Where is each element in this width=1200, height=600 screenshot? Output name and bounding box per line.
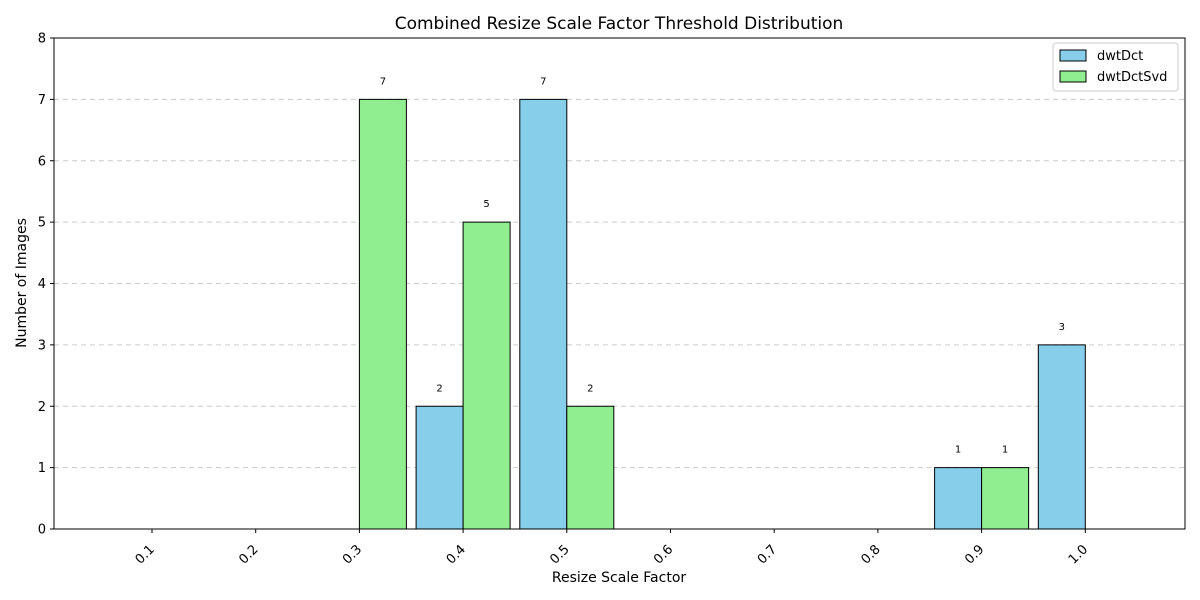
y-tick-label: 6 <box>38 154 46 169</box>
x-tick-label: 1.0 <box>1066 542 1091 567</box>
legend-label-dwtDctSvd: dwtDctSvd <box>1097 70 1167 85</box>
x-tick-label: 0.8 <box>858 542 883 567</box>
x-tick-label: 0.4 <box>444 542 469 567</box>
bar-dwtdctsvd-0-9 <box>981 467 1030 530</box>
bar-dwtdct-0-4 <box>415 405 464 530</box>
y-tick-label: 7 <box>38 93 46 108</box>
x-tick-label: 0.5 <box>547 542 572 567</box>
bars <box>358 98 1086 530</box>
data-label: 2 <box>436 383 442 394</box>
y-tick-label: 2 <box>38 400 46 415</box>
x-tick-label: 0.2 <box>236 542 261 567</box>
data-label: 7 <box>540 76 546 87</box>
y-axis-label: Number of Images <box>14 218 30 348</box>
y-tick-label: 0 <box>38 523 46 538</box>
y-tick-label: 4 <box>38 277 46 292</box>
data-label: 3 <box>1059 322 1065 333</box>
y-tick-label: 8 <box>38 32 46 47</box>
bar-dwtdctsvd-0-5 <box>566 405 615 530</box>
bar-dwtdct-1-0 <box>1037 344 1086 530</box>
data-label: 2 <box>587 383 593 394</box>
x-tick-label: 0.7 <box>755 542 780 567</box>
bar-dwtdct-0-5 <box>519 98 568 530</box>
x-tick-label: 0.1 <box>133 542 158 567</box>
y-axis: 0 1 2 3 4 5 6 7 8 <box>38 32 54 538</box>
grid <box>54 98 1185 469</box>
bar-dwtdctsvd-0-4 <box>462 221 511 530</box>
y-tick-label: 5 <box>38 216 46 231</box>
x-tick-label: 0.6 <box>651 542 676 567</box>
legend-swatch-dwtDct <box>1059 49 1087 62</box>
chart-title: Combined Resize Scale Factor Threshold D… <box>395 14 844 34</box>
x-axis-label: Resize Scale Factor <box>552 570 687 586</box>
legend-label-dwtDct: dwtDct <box>1097 49 1143 64</box>
data-labels: 2 7 1 3 7 5 2 1 <box>380 76 1065 455</box>
data-label: 1 <box>955 445 961 456</box>
bar-dwtdct-0-9 <box>934 467 983 530</box>
legend: dwtDct dwtDctSvd <box>1052 42 1179 92</box>
legend-swatch-dwtDctSvd <box>1059 70 1087 83</box>
x-axis: 0.1 0.2 0.3 0.4 0.5 0.6 0.7 0.8 0.9 1.0 <box>133 529 1091 567</box>
data-label: 1 <box>1002 445 1008 456</box>
x-tick-label: 0.3 <box>340 542 365 567</box>
y-tick-label: 3 <box>38 338 46 353</box>
y-tick-label: 1 <box>38 461 46 476</box>
data-label: 5 <box>483 199 489 210</box>
x-tick-label: 0.9 <box>962 542 987 567</box>
data-label: 7 <box>380 76 386 87</box>
plot-frame <box>53 37 1186 530</box>
bar-dwtdctsvd-0-3 <box>358 98 407 530</box>
